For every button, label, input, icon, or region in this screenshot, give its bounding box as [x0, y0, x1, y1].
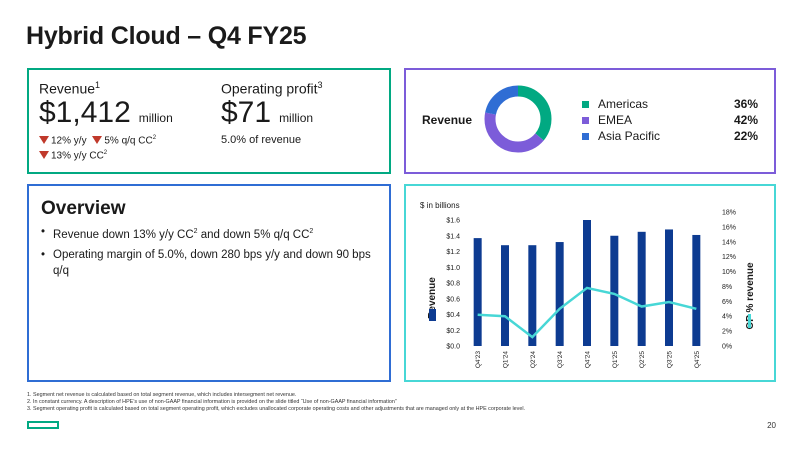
- y-tick-label: $1.4: [446, 233, 460, 240]
- overview-bullet: Operating margin of 5.0%, down 280 bps y…: [41, 247, 371, 279]
- y-tick-label: $1.0: [446, 265, 460, 272]
- x-tick-label: Q1'24: [503, 351, 510, 369]
- op-margin: 5.0% of revenue: [221, 134, 302, 146]
- revenue-bar: [555, 242, 564, 346]
- donut-slice-emea: [484, 85, 552, 153]
- down-arrow-icon: [39, 151, 49, 160]
- down-arrow-icon: [39, 136, 49, 145]
- y-tick-label: $0.4: [446, 312, 460, 319]
- revenue-bar: [528, 245, 537, 346]
- y2-tick-label: 10%: [722, 269, 736, 276]
- revenue-axis-legend: Revenue: [427, 277, 438, 321]
- op-value: $71 million: [221, 96, 314, 129]
- legend-pct: 42%: [733, 113, 758, 127]
- y-tick-label: $1.6: [446, 218, 460, 225]
- y-tick-label: $0.0: [446, 344, 460, 351]
- footnotes: 1. Segment net revenue is calculated bas…: [27, 392, 525, 413]
- legend-name: Americas: [598, 97, 649, 111]
- revenue-bar: [583, 220, 591, 346]
- revenue-bar: [665, 229, 673, 346]
- y-tick-label: $1.2: [446, 249, 460, 256]
- legend-swatch: [582, 101, 589, 108]
- donut-slice-asia-pacific: [484, 85, 552, 153]
- y-tick-label: $0.6: [446, 296, 460, 303]
- revenue-bar: [610, 235, 619, 346]
- x-tick-label: Q3'25: [667, 351, 674, 369]
- revenue-legend-swatch: [429, 309, 436, 321]
- overview-list: Revenue down 13% y/y CC2 and down 5% q/q…: [41, 224, 371, 283]
- y2-tick-label: 2%: [722, 329, 732, 336]
- y2-tick-label: 8%: [722, 284, 732, 291]
- y-tick-label: $0.2: [446, 328, 460, 335]
- x-tick-label: Q2'24: [530, 351, 537, 369]
- hpe-logo: [27, 421, 59, 429]
- op-label: Operating profit3: [221, 80, 323, 97]
- y2-axis-label: OP % revenue: [745, 262, 756, 330]
- revenue-yoy-cc-row: 13% y/y CC2: [39, 150, 107, 161]
- revenue-label: Revenue1: [39, 80, 101, 97]
- y2-tick-label: 18%: [722, 210, 736, 217]
- chart-unit-label: $ in billions: [420, 201, 460, 210]
- revenue-unit: million: [138, 111, 173, 125]
- legend-name: Asia Pacific: [598, 129, 661, 143]
- overview-panel: Overview Revenue down 13% y/y CC2 and do…: [27, 184, 391, 382]
- overview-bullet: Revenue down 13% y/y CC2 and down 5% q/q…: [41, 224, 371, 243]
- legend-pct: 22%: [733, 129, 758, 143]
- y2-tick-label: 12%: [722, 254, 736, 261]
- kpi-panel: Revenue1 $1,412 million 12% y/y 5% q/q CC…: [27, 68, 391, 174]
- x-tick-label: Q4'23: [475, 351, 482, 369]
- chart-panel: $ in billions $0.0 $0.2 $0.4 $0.6 $0.8 $1.0 $1…: [404, 184, 776, 382]
- legend-swatch: [582, 133, 589, 140]
- revenue-value: $1,412 million: [39, 96, 173, 129]
- y2-tick-label: 16%: [722, 224, 736, 231]
- revenue-bar: [473, 238, 482, 346]
- y-axis-label: Revenue: [427, 277, 438, 319]
- legend-swatch: [582, 117, 589, 124]
- revenue-yoy: 12% y/y: [51, 135, 87, 147]
- revenue-yoy-cc: 13% y/y CC: [51, 150, 104, 162]
- y2-tick-label: 14%: [722, 239, 736, 246]
- x-tick-label: Q4'25: [694, 351, 701, 369]
- x-tick-label: Q4'24: [585, 351, 592, 369]
- op-unit: million: [279, 111, 314, 125]
- x-tick-label: Q2'25: [639, 351, 646, 369]
- legend-row-asia-pacific: Asia Pacific 22%: [582, 129, 758, 145]
- legend-name: EMEA: [598, 113, 633, 127]
- region-title: Revenue: [422, 113, 473, 127]
- y2-tick-label: 4%: [722, 314, 732, 321]
- footnote: 3. Segment operating profit is calculate…: [27, 406, 526, 412]
- revenue-bar: [501, 245, 509, 346]
- legend-pct: 36%: [733, 97, 758, 111]
- y-tick-label: $0.8: [446, 281, 460, 288]
- page-number: 20: [767, 421, 776, 430]
- overview-title: Overview: [41, 198, 126, 219]
- revenue-bar: [692, 234, 701, 346]
- down-arrow-icon: [92, 136, 103, 145]
- legend-row-americas: Americas 36%: [582, 97, 758, 113]
- y2-tick-label: 0%: [722, 344, 732, 351]
- op-legend-swatch: [748, 314, 751, 328]
- page-title: Hybrid Cloud – Q4 FY25: [26, 22, 307, 50]
- region-donut-chart: [484, 85, 552, 153]
- op-percent-line: [477, 286, 697, 339]
- region-panel: Revenue Americas 36% EMEA 42% Asia Pacif…: [404, 68, 776, 174]
- x-tick-label: Q3'24: [557, 351, 564, 369]
- x-tick-label: Q1'25: [612, 351, 619, 369]
- footnote: 2. In constant currency. A description o…: [27, 399, 397, 405]
- revenue-change-row: 12% y/y 5% q/q CC2: [39, 135, 156, 146]
- footnote: 1. Segment net revenue is calculated bas…: [27, 392, 297, 398]
- revenue-op-chart: $ in billions $0.0 $0.2 $0.4 $0.6 $0.8 $1.0 $1…: [420, 201, 756, 369]
- legend-row-emea: EMEA 42%: [582, 113, 758, 129]
- revenue-qoq: 5% q/q CC: [104, 135, 153, 147]
- revenue-bar: [637, 231, 646, 346]
- y2-tick-label: 6%: [722, 299, 732, 306]
- op-axis-legend: OP % revenue: [745, 262, 756, 330]
